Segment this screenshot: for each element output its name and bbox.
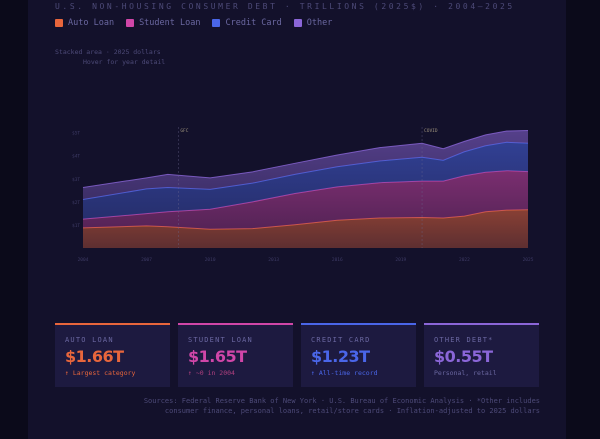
x-tick-label: 2019 [395, 257, 406, 263]
x-tick-label: 2010 [205, 257, 216, 263]
legend-item[interactable]: Credit Card [212, 18, 282, 28]
y-tick-label: $2T [72, 200, 80, 206]
area-auto-loan [83, 209, 528, 248]
x-tick-label: 2022 [459, 257, 470, 263]
legend: Auto Loan Student Loan Credit Card Other [55, 18, 332, 28]
legend-item[interactable]: Student Loan [126, 18, 200, 28]
card-value: $1.66T [65, 347, 124, 366]
area-other [83, 130, 528, 200]
legend-swatch [212, 19, 221, 27]
card-note: ↑ ~0 in 2004 [188, 369, 235, 377]
card-note: ↑ Largest category [65, 369, 136, 377]
footer-line-2: consumer finance, personal loans, retail… [164, 407, 540, 415]
chart-title: U.S. NON-HOUSING CONSUMER DEBT · TRILLIO… [55, 2, 515, 11]
line-credit-card [82, 141, 529, 201]
area-student-loan [83, 170, 528, 230]
x-tick-label: 2007 [141, 257, 152, 263]
card-value: $1.23T [311, 347, 370, 366]
legend-swatch [55, 19, 63, 27]
x-tick-label: 2013 [268, 257, 279, 263]
footer-line-1: Sources: Federal Reserve Bank of New Yor… [143, 397, 540, 405]
card-label: STUDENT LOAN [188, 336, 253, 344]
legend-label: Credit Card [225, 18, 282, 28]
legend-item[interactable]: Other [293, 18, 333, 28]
legend-label: Auto Loan [68, 18, 115, 28]
legend-item[interactable]: Auto Loan [55, 18, 114, 28]
card-note: Personal, retail [434, 369, 497, 377]
card-value: $0.55T [434, 347, 493, 366]
card-label: CREDIT CARD [311, 336, 371, 344]
card-value: $1.65T [188, 347, 247, 366]
area-credit-card [83, 142, 528, 220]
x-tick-label: 2004 [78, 257, 89, 263]
legend-swatch [126, 19, 135, 27]
y-tick-label: $4T [72, 154, 80, 160]
y-tick-label: $1T [72, 223, 80, 229]
card-label: AUTO LOAN [65, 336, 114, 344]
card-label: OTHER DEBT* [434, 336, 494, 344]
y-tick-label: $5T [72, 131, 80, 137]
legend-swatch [293, 19, 302, 27]
hover-hint: Hover for year detail [83, 58, 166, 66]
stat-card: CREDIT CARD $1.23T ↑ All-time record [301, 323, 416, 387]
y-tick-label: $3T [72, 177, 80, 183]
legend-label: Student Loan [139, 18, 201, 28]
stat-card: OTHER DEBT* $0.55T Personal, retail [424, 323, 539, 387]
card-note: ↑ All-time record [311, 369, 378, 377]
legend-label: Other [306, 18, 333, 28]
line-other [82, 130, 529, 189]
x-tick-label: 2025 [523, 257, 534, 263]
x-tick-label: 2016 [332, 257, 343, 263]
chart-subtitle: Stacked area · 2025 dollars [55, 48, 161, 56]
stat-card: AUTO LOAN $1.66T ↑ Largest category [55, 323, 170, 387]
stat-card: STUDENT LOAN $1.65T ↑ ~0 in 2004 [178, 323, 293, 387]
event-marker-label: GFC [180, 128, 188, 134]
event-marker-label: COVID [424, 128, 438, 134]
footer-sources: Sources: Federal Reserve Bank of New Yor… [144, 396, 540, 416]
